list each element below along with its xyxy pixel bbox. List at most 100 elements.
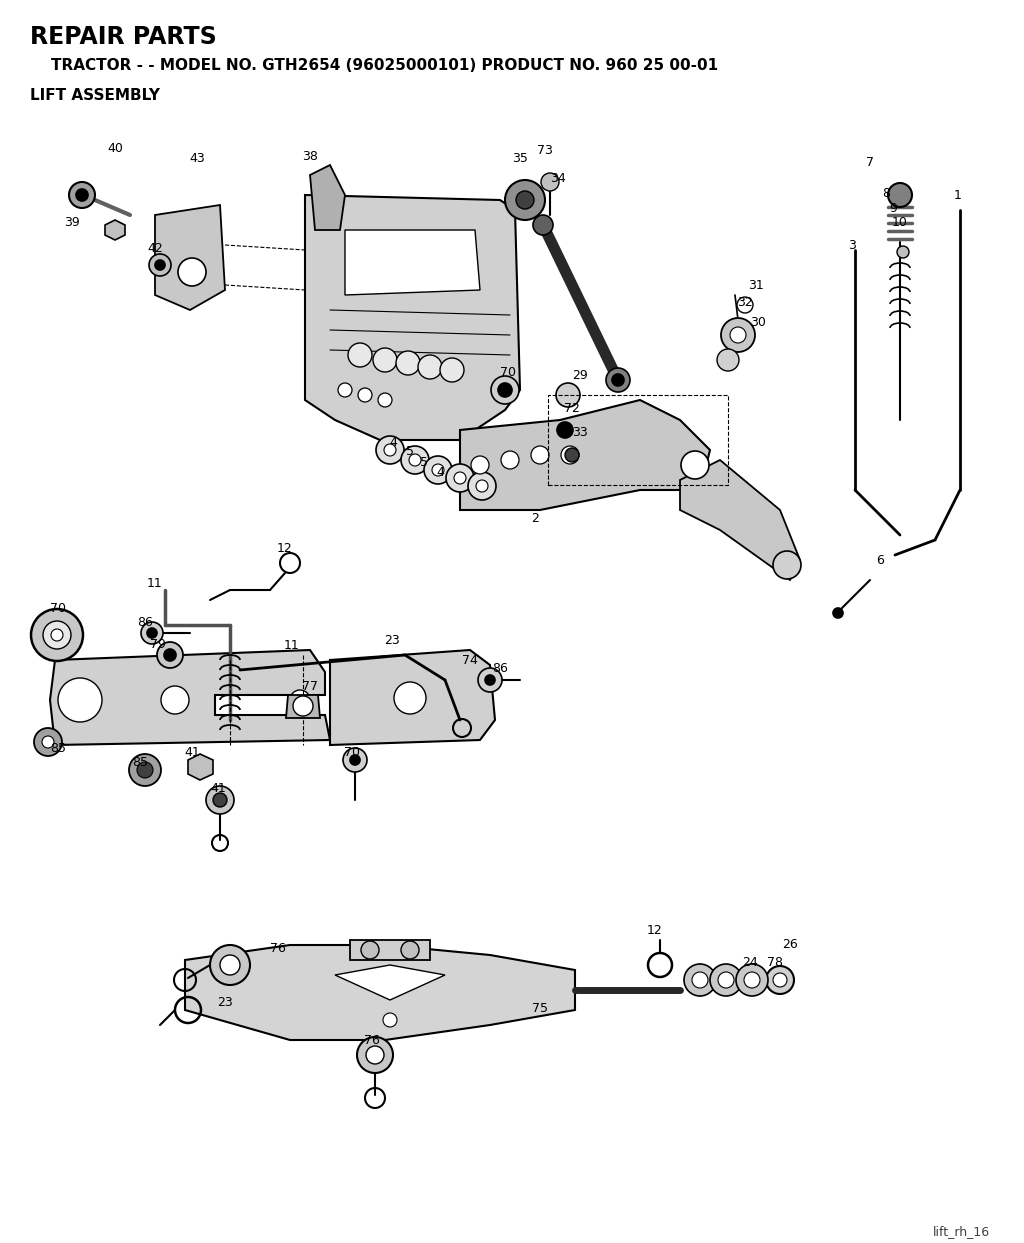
Circle shape bbox=[432, 464, 444, 476]
Text: 79: 79 bbox=[151, 638, 166, 650]
Text: 78: 78 bbox=[767, 956, 783, 968]
Circle shape bbox=[43, 622, 71, 649]
Circle shape bbox=[556, 383, 580, 406]
Circle shape bbox=[897, 246, 909, 259]
Text: 11: 11 bbox=[147, 577, 163, 589]
Text: LIFT ASSEMBLY: LIFT ASSEMBLY bbox=[30, 88, 160, 103]
Circle shape bbox=[394, 682, 426, 713]
Text: 4: 4 bbox=[389, 435, 397, 449]
Text: 70: 70 bbox=[50, 602, 66, 614]
Text: 5: 5 bbox=[406, 445, 414, 457]
Text: 24: 24 bbox=[742, 956, 758, 968]
Text: 32: 32 bbox=[737, 296, 753, 308]
Circle shape bbox=[717, 349, 739, 370]
Text: 43: 43 bbox=[189, 152, 205, 164]
Circle shape bbox=[378, 393, 392, 406]
Circle shape bbox=[490, 375, 519, 404]
Circle shape bbox=[42, 736, 54, 748]
Circle shape bbox=[718, 972, 734, 988]
Circle shape bbox=[468, 472, 496, 500]
Circle shape bbox=[612, 374, 624, 387]
Bar bbox=[548, 395, 728, 485]
Text: 2: 2 bbox=[531, 512, 539, 525]
Text: 76: 76 bbox=[270, 941, 286, 955]
Circle shape bbox=[888, 183, 912, 208]
Circle shape bbox=[737, 297, 753, 313]
Circle shape bbox=[293, 696, 313, 716]
Circle shape bbox=[692, 972, 708, 988]
Text: 86: 86 bbox=[137, 615, 153, 629]
Circle shape bbox=[744, 972, 760, 988]
Text: 1: 1 bbox=[954, 189, 962, 201]
Circle shape bbox=[505, 180, 545, 220]
Circle shape bbox=[730, 327, 746, 343]
Circle shape bbox=[440, 358, 464, 382]
Circle shape bbox=[766, 966, 794, 994]
Text: 34: 34 bbox=[550, 172, 566, 184]
Circle shape bbox=[684, 965, 716, 996]
Circle shape bbox=[681, 451, 709, 479]
Polygon shape bbox=[155, 205, 225, 310]
Circle shape bbox=[213, 793, 227, 807]
Circle shape bbox=[157, 641, 183, 667]
Circle shape bbox=[155, 260, 165, 270]
Circle shape bbox=[721, 318, 755, 352]
Text: 75: 75 bbox=[532, 1002, 548, 1014]
Circle shape bbox=[501, 451, 519, 469]
Text: 41: 41 bbox=[210, 782, 226, 794]
Text: 35: 35 bbox=[512, 152, 528, 164]
Circle shape bbox=[541, 173, 559, 191]
Circle shape bbox=[348, 343, 372, 367]
Text: 70: 70 bbox=[344, 746, 360, 758]
Text: TRACTOR - - MODEL NO. GTH2654 (96025000101) PRODUCT NO. 960 25 00-01: TRACTOR - - MODEL NO. GTH2654 (960250001… bbox=[30, 58, 718, 73]
Circle shape bbox=[471, 456, 489, 474]
Circle shape bbox=[361, 941, 379, 960]
Circle shape bbox=[476, 480, 488, 492]
Polygon shape bbox=[335, 965, 445, 1001]
Polygon shape bbox=[460, 400, 710, 510]
Circle shape bbox=[141, 622, 163, 644]
Circle shape bbox=[376, 436, 404, 464]
Text: 85: 85 bbox=[50, 742, 66, 755]
Circle shape bbox=[58, 677, 102, 722]
Circle shape bbox=[51, 629, 63, 641]
Circle shape bbox=[290, 690, 310, 710]
Circle shape bbox=[401, 941, 419, 960]
Circle shape bbox=[478, 667, 502, 692]
Circle shape bbox=[357, 1037, 393, 1073]
Circle shape bbox=[485, 675, 495, 685]
Polygon shape bbox=[680, 460, 800, 580]
Circle shape bbox=[34, 728, 62, 756]
Text: 76: 76 bbox=[365, 1033, 380, 1047]
Text: 74: 74 bbox=[462, 654, 478, 666]
Circle shape bbox=[565, 447, 579, 462]
Text: 26: 26 bbox=[782, 937, 798, 951]
Circle shape bbox=[343, 748, 367, 772]
Polygon shape bbox=[345, 230, 480, 295]
Polygon shape bbox=[185, 945, 575, 1040]
Circle shape bbox=[736, 965, 768, 996]
Polygon shape bbox=[330, 650, 495, 745]
Circle shape bbox=[373, 348, 397, 372]
Circle shape bbox=[606, 368, 630, 392]
Text: 31: 31 bbox=[749, 278, 764, 292]
Circle shape bbox=[338, 383, 352, 397]
Text: 11: 11 bbox=[284, 639, 300, 651]
Circle shape bbox=[498, 383, 512, 397]
Text: 4: 4 bbox=[436, 465, 444, 479]
Text: 30: 30 bbox=[750, 316, 766, 328]
Text: 39: 39 bbox=[65, 215, 80, 229]
Polygon shape bbox=[350, 940, 430, 960]
Text: 85: 85 bbox=[132, 756, 148, 768]
Circle shape bbox=[220, 955, 240, 975]
Text: 33: 33 bbox=[572, 425, 588, 439]
Circle shape bbox=[129, 755, 161, 786]
Circle shape bbox=[424, 456, 452, 484]
Circle shape bbox=[206, 786, 234, 814]
Text: 12: 12 bbox=[647, 924, 663, 936]
Polygon shape bbox=[310, 165, 345, 230]
Text: 72: 72 bbox=[564, 401, 580, 414]
Text: 77: 77 bbox=[302, 680, 318, 692]
Text: 86: 86 bbox=[493, 661, 508, 675]
Text: REPAIR PARTS: REPAIR PARTS bbox=[30, 25, 217, 48]
